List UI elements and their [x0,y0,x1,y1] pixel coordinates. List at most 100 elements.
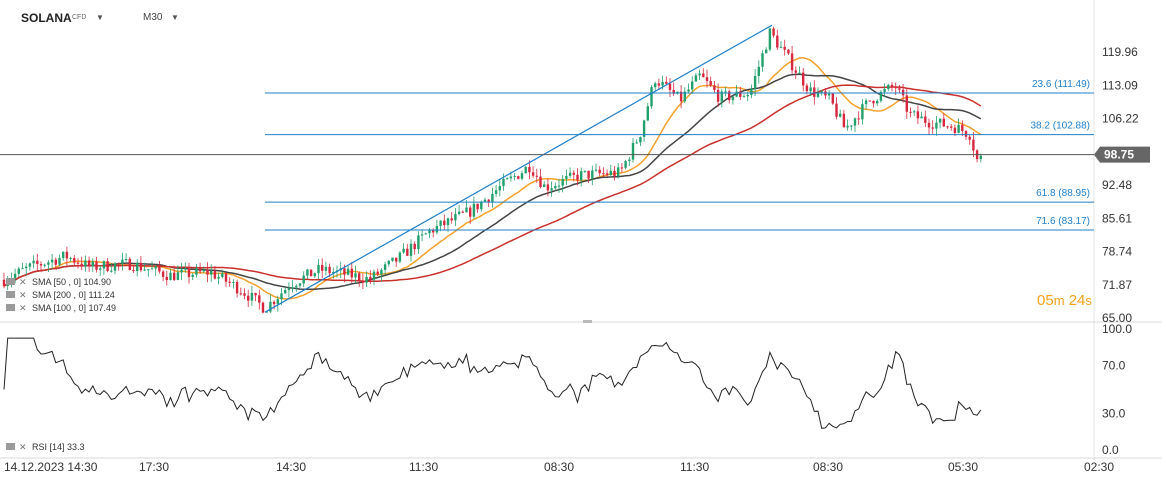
candle-body [539,176,542,187]
price-axis[interactable]: 119.96 113.09 106.22 92.48 85.61 78.74 71.87 65… [1094,45,1150,325]
candle [158,260,161,274]
candle [898,85,901,93]
candle-body [25,266,28,269]
candle-body [480,201,483,210]
symbol-chevron-down-icon[interactable]: ▼ [96,13,104,22]
candle-body [424,233,427,235]
candle [650,85,653,109]
candle [890,81,894,92]
candle-body [198,268,202,272]
fib-level-label: 38.2 (102.88) [1031,121,1091,132]
candle-body [920,116,923,119]
price-tick-label: 92.48 [1102,178,1132,192]
indicator-label: SMA [50 , 0] 104.90 [32,277,111,287]
candle-body [935,122,938,129]
candle-body [28,263,32,267]
indicator-settings-icon [6,278,15,285]
candle [524,165,527,174]
candle [857,111,860,125]
candle [228,277,231,287]
candle [291,280,294,293]
candle-body [668,83,672,90]
candle-body [924,116,927,123]
candle [720,89,723,108]
candle [613,166,616,181]
timer-minutes-unit: m [1053,293,1065,308]
candle [150,261,154,270]
candle-body [672,89,675,94]
candle-body [550,188,553,191]
candle [628,157,631,166]
time-axis[interactable]: 14.12.2023 14:30 17:30 14:30 11:30 08:30 11:3… [4,460,1114,474]
candle-body [302,275,305,284]
candle [665,76,668,85]
candle-body [380,269,383,275]
candle-body [469,207,472,217]
candle [99,265,102,276]
candle [935,115,938,136]
candle-body [661,81,664,86]
candle [728,89,731,104]
candle-body [328,266,331,274]
time-tick-label: 05:30 [948,460,978,474]
candle-body [387,260,390,265]
candle [409,239,413,262]
candle-body [868,100,871,102]
moving-averages [3,56,982,300]
candle [110,262,113,273]
candle-body [580,171,583,181]
candle [790,45,794,75]
trend-line-layer[interactable] [264,24,773,313]
candle-body [372,271,376,280]
rsi-label: RSI [14] 33.3 [32,442,85,452]
candle-body [435,225,439,233]
candle-body [76,262,80,264]
candle [420,228,424,242]
candle [705,69,709,88]
candle [687,83,690,94]
candle [317,258,320,280]
candle [624,159,627,170]
candle-body [702,73,705,78]
candle-body [961,124,964,132]
candle-body [779,46,783,48]
candle [580,167,583,187]
candle-body [583,170,587,172]
candle-body [346,268,350,275]
candle-body [887,85,890,90]
candle [831,92,834,105]
candle [528,160,531,179]
candle [350,261,353,283]
sma-50-line [3,56,982,300]
candle [169,268,172,281]
candle-body [517,176,520,179]
timeframe-selector[interactable]: M30 [143,12,163,23]
candle-body [713,85,716,91]
candle-body [2,279,6,287]
candle-body [243,293,246,296]
timeframe-chevron-down-icon[interactable]: ▼ [171,13,179,22]
candle [28,262,32,271]
candle-body [413,243,416,250]
candle-body [313,273,316,277]
candle-body [506,178,509,180]
candle-body [805,85,809,92]
candle-body [872,100,875,104]
candle [765,47,768,54]
candle-body [679,91,683,102]
candle [550,181,553,197]
sma-100-line [3,73,982,291]
candle [635,139,638,144]
indicator-settings-icon [6,304,15,311]
symbol-name[interactable]: SOLANA [21,11,72,25]
fibonacci-levels[interactable]: 23.6 (111.49) 38.2 (102.88) 61.8 (88.95) 71… [265,79,1094,231]
candle [975,149,979,163]
candle-body [91,261,94,267]
candle [39,261,43,272]
candle [165,270,168,286]
candle-body [87,260,91,267]
candle [457,205,461,216]
candle [798,66,801,74]
candle [583,170,587,173]
